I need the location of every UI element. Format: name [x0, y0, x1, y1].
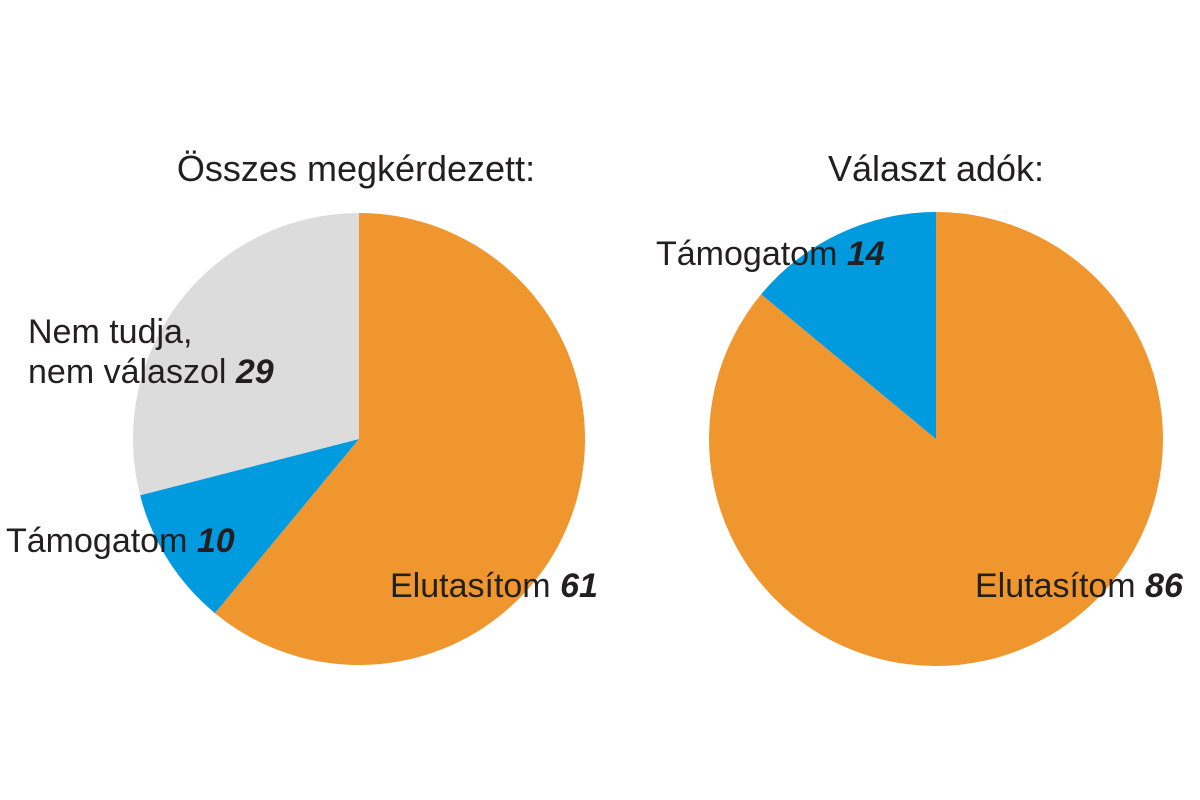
slice-value: 86: [1145, 567, 1183, 605]
pie-slice-chart1-elutasítom: [214, 213, 586, 665]
slice-label-reject-right: Elutasítom 86: [975, 566, 1183, 606]
slice-value: 10: [196, 522, 235, 560]
slice-label-dont-know: Nem tudja, nem válaszol 29: [28, 312, 274, 392]
slice-label-text-line2: nem válaszol: [28, 353, 227, 391]
slice-label-text: Elutasítom: [390, 567, 551, 605]
pie-slice-chart1-támogatom: [140, 439, 359, 614]
chart-title-all-respondents: Összes megkérdezett:: [176, 148, 536, 189]
slice-value: 61: [560, 567, 598, 605]
slice-label-support-left: Támogatom 10: [6, 521, 235, 561]
chart-title-respondents-answering: Választ adók:: [827, 148, 1045, 189]
pie-slice-chart1-nem-tudja: [132, 213, 359, 496]
slice-label-text: Elutasítom: [975, 567, 1136, 605]
slice-label-reject-left: Elutasítom 61: [390, 566, 598, 606]
slice-label-support-right: Támogatom 14: [656, 234, 885, 274]
pie-slice-chart2-elutasítom: [708, 212, 1163, 666]
slice-value: 29: [235, 353, 274, 391]
pie-slice-chart2-támogatom: [761, 212, 936, 439]
slice-label-text-line1: Nem tudja,: [28, 313, 193, 351]
slice-label-text: Támogatom: [656, 235, 838, 273]
slice-value: 14: [846, 235, 885, 273]
slice-label-text: Támogatom: [6, 522, 188, 560]
